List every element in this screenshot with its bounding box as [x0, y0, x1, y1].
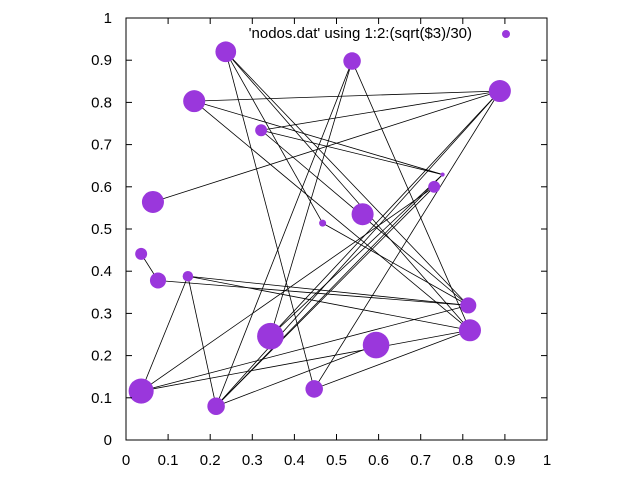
x-tick-label-4: 0.4 [284, 452, 305, 469]
edge-26 [187, 275, 471, 331]
point-14 [458, 319, 481, 342]
edge-18 [215, 174, 443, 407]
y-tick-label-4: 0.4 [91, 263, 112, 280]
plot-frame [125, 17, 548, 441]
x-tick-label-8: 0.8 [452, 452, 473, 469]
edge-0 [225, 51, 469, 306]
point-10 [135, 247, 148, 260]
point-2 [488, 79, 511, 103]
point-13 [460, 297, 477, 314]
point-3 [183, 90, 206, 113]
x-tick-label-9: 0.9 [494, 452, 515, 469]
y-tick-label-0: 0 [104, 432, 112, 449]
edge-1 [225, 51, 471, 331]
point-12 [149, 272, 167, 289]
edge-30 [141, 329, 471, 392]
x-tick-label-1: 0.1 [158, 452, 179, 469]
point-8 [351, 203, 374, 226]
edge-7 [194, 90, 500, 102]
x-tick-label-6: 0.6 [368, 452, 389, 469]
edge-15 [261, 129, 443, 175]
point-17 [128, 378, 154, 404]
x-tick-label-3: 0.3 [242, 452, 263, 469]
edge-8 [261, 90, 500, 131]
point-1 [343, 52, 361, 70]
point-4 [255, 124, 268, 137]
point-9 [319, 219, 327, 227]
x-tick-label-2: 0.2 [200, 452, 221, 469]
edge-25 [140, 276, 189, 392]
x-tick-label-10: 1 [543, 452, 551, 469]
point-19 [207, 397, 225, 415]
point-0 [215, 41, 237, 63]
edge-11 [215, 90, 501, 407]
y-tick-label-6: 0.6 [91, 179, 112, 196]
edge-24 [187, 275, 469, 306]
legend-label: 'nodos.dat' using 1:2:(sqrt($3)/30) [249, 25, 472, 42]
edge-27 [157, 280, 469, 306]
edge-6 [351, 60, 471, 331]
edge-10 [270, 90, 501, 337]
x-tick-label-7: 0.7 [410, 452, 431, 469]
edge-29 [314, 329, 471, 390]
y-tick-label-8: 0.8 [91, 94, 112, 111]
edge-12 [313, 90, 501, 390]
edge-5 [215, 60, 353, 407]
y-tick-label-10: 1 [104, 10, 112, 27]
axes-layer: 0 0.1 0.2 0.3 0.4 0.5 0.6 0.7 0.8 0.9 1 0 0.1 0.2 0.3 0… [91, 10, 551, 469]
y-tick-label-1: 0.1 [91, 390, 112, 407]
edge-20 [215, 186, 435, 407]
nodes-layer [128, 41, 511, 415]
y-tick-label-3: 0.3 [91, 305, 112, 322]
point-15 [257, 322, 284, 350]
edge-3 [225, 51, 315, 390]
edge-19 [140, 186, 435, 392]
y-tick-label-2: 0.2 [91, 348, 112, 365]
edge-21 [322, 222, 469, 306]
point-18 [305, 380, 323, 398]
edge-28 [141, 304, 469, 392]
point-5 [440, 172, 445, 177]
point-16 [362, 331, 390, 359]
edge-17 [270, 174, 443, 337]
y-tick-label-5: 0.5 [91, 221, 112, 238]
x-tick-label-0: 0 [122, 452, 130, 469]
y-tick-label-9: 0.9 [91, 52, 112, 69]
point-7 [141, 190, 164, 214]
legend: 'nodos.dat' using 1:2:(sqrt($3)/30) [249, 25, 510, 42]
point-6 [428, 180, 441, 193]
edge-13 [194, 100, 443, 175]
edge-23 [187, 276, 217, 407]
point-11 [182, 271, 194, 282]
edge-31 [215, 344, 377, 407]
x-tick-label-5: 0.5 [326, 452, 347, 469]
legend-marker [502, 30, 510, 38]
edge-14 [193, 100, 471, 331]
y-tick-label-7: 0.7 [91, 137, 112, 154]
